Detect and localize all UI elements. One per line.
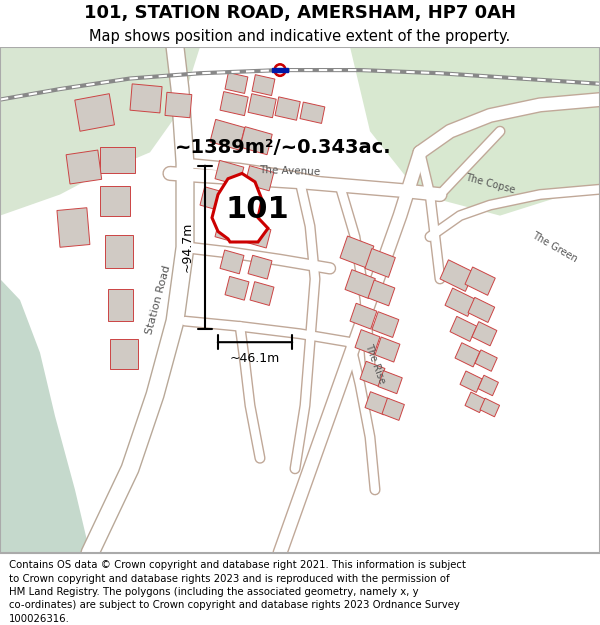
Bar [472, 322, 497, 346]
Bar [210, 119, 245, 150]
Bar [360, 361, 385, 386]
Bar [66, 150, 101, 184]
Circle shape [277, 66, 284, 74]
Bar [75, 94, 115, 131]
Circle shape [274, 64, 286, 76]
Bar [220, 250, 244, 274]
Bar [245, 166, 274, 191]
Bar [375, 337, 400, 362]
Text: Map shows position and indicative extent of the property.: Map shows position and indicative extent… [89, 29, 511, 44]
Bar [372, 312, 399, 338]
Bar [240, 127, 272, 155]
Text: to Crown copyright and database rights 2023 and is reproduced with the permissio: to Crown copyright and database rights 2… [9, 574, 449, 584]
Text: The Green: The Green [530, 230, 580, 264]
Bar [225, 276, 249, 300]
Bar [445, 288, 475, 316]
Bar [382, 398, 404, 421]
Bar [100, 147, 135, 173]
Polygon shape [350, 47, 600, 216]
Bar [465, 392, 485, 412]
Bar [252, 74, 275, 96]
Text: ~1389m²/~0.343ac.: ~1389m²/~0.343ac. [175, 138, 392, 157]
Text: Station Road: Station Road [144, 264, 172, 336]
Text: 101: 101 [225, 195, 289, 224]
Text: 100026316.: 100026316. [9, 614, 70, 624]
Polygon shape [0, 279, 90, 553]
Text: The Rise: The Rise [363, 342, 387, 385]
Bar [225, 72, 248, 94]
Bar [230, 192, 256, 216]
Bar [350, 303, 377, 329]
Bar [480, 398, 500, 417]
Bar [57, 208, 90, 248]
Bar [100, 186, 130, 216]
Bar [250, 282, 274, 306]
Text: HM Land Registry. The polygons (including the associated geometry, namely x, y: HM Land Registry. The polygons (includin… [9, 587, 419, 597]
Text: ~94.7m: ~94.7m [181, 222, 193, 272]
Bar [355, 329, 380, 354]
Bar [272, 68, 288, 72]
Bar [130, 84, 162, 113]
Bar [110, 339, 138, 369]
Bar [440, 260, 474, 291]
Bar [468, 298, 495, 322]
Text: co-ordinates) are subject to Crown copyright and database rights 2023 Ordnance S: co-ordinates) are subject to Crown copyr… [9, 600, 460, 610]
Bar [108, 289, 133, 321]
Bar [220, 92, 248, 116]
Text: 101, STATION ROAD, AMERSHAM, HP7 0AH: 101, STATION ROAD, AMERSHAM, HP7 0AH [84, 4, 516, 22]
Bar [368, 280, 395, 306]
Bar [300, 102, 325, 123]
Bar [215, 216, 241, 242]
Bar [450, 316, 477, 341]
Bar [460, 371, 482, 392]
Bar [365, 392, 389, 415]
Bar [465, 267, 495, 296]
Text: The Avenue: The Avenue [259, 165, 321, 177]
Bar [200, 187, 226, 211]
Bar [475, 350, 497, 371]
Polygon shape [212, 173, 268, 242]
Bar [365, 249, 395, 278]
Text: Contains OS data © Crown copyright and database right 2021. This information is : Contains OS data © Crown copyright and d… [9, 560, 466, 570]
Bar [105, 234, 133, 268]
Bar [478, 375, 499, 396]
Bar [275, 97, 300, 120]
Bar [165, 92, 192, 118]
Bar [245, 224, 271, 248]
Bar [340, 236, 374, 268]
Polygon shape [0, 47, 200, 216]
Bar [248, 94, 276, 118]
Bar [345, 269, 376, 299]
Bar [248, 255, 272, 279]
Bar [455, 342, 480, 367]
Text: ~46.1m: ~46.1m [230, 351, 280, 364]
Bar [378, 371, 402, 394]
Bar [215, 161, 244, 186]
Text: The Copse: The Copse [464, 173, 516, 196]
